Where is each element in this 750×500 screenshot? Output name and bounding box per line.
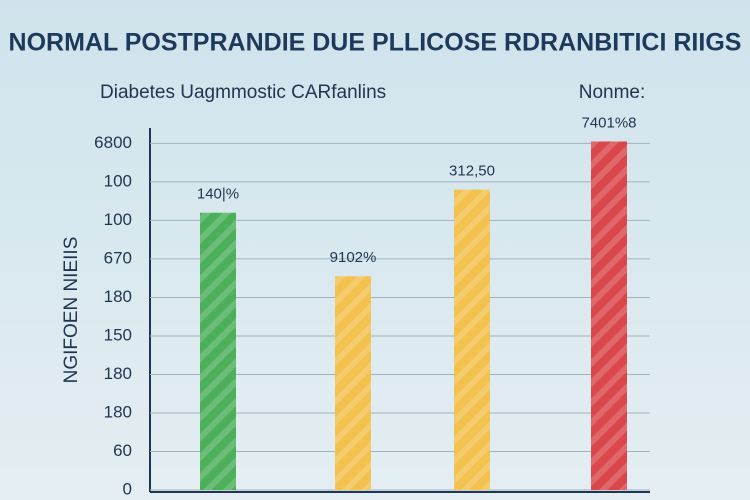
bar-annotation: 312,50 (449, 163, 495, 180)
bar-annotation: 140|% (197, 186, 239, 203)
y-tick-label: 180 (104, 402, 132, 421)
y-tick-label: 670 (104, 248, 132, 267)
y-tick-label: 150 (104, 325, 132, 344)
legend-text: Nonme: (579, 82, 646, 103)
y-axis-label: NGIFOEN NIEIIS (61, 237, 82, 384)
y-tick-label: 180 (104, 287, 132, 306)
y-tick-label: 100 (104, 210, 132, 229)
bar-stripes (335, 276, 371, 490)
chart-subtitle: Diabetes Uagmmostic CARfanlins (100, 82, 386, 103)
bar-stripes (454, 189, 490, 491)
y-tick-label: 0 (123, 479, 132, 498)
bar-stripes (200, 212, 236, 491)
bar-annotation: 9102% (330, 249, 377, 266)
y-tick-label: 100 (104, 171, 132, 190)
y-tick-label: 6800 (94, 133, 132, 152)
chart-title: NORMAL POSTPRANDIE DUE PLLICOSE RDRANBIT… (9, 29, 742, 57)
bar-annotation: 7401%8 (581, 114, 636, 131)
y-tick-label: 60 (113, 441, 132, 460)
y-tick-label: 180 (104, 364, 132, 383)
bar-stripes (591, 141, 627, 490)
